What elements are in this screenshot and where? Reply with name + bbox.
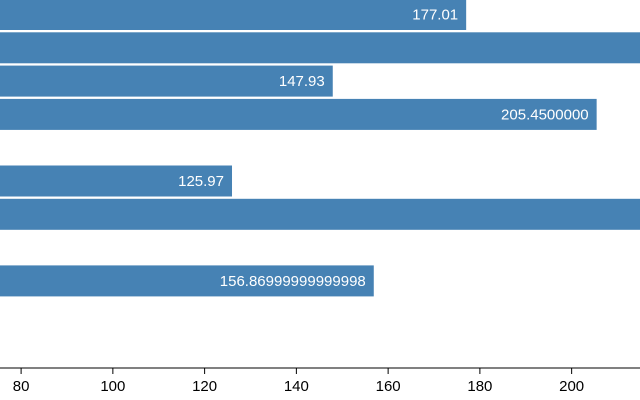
value-label: 205.4500000	[501, 106, 589, 123]
bar	[0, 65, 333, 97]
value-label: 147.93	[279, 73, 325, 90]
x-tick-label: 100	[100, 378, 125, 395]
x-tick-label: 180	[467, 378, 492, 395]
bar	[0, 0, 467, 30]
value-label: 156.86999999999998	[220, 273, 366, 290]
bar	[0, 32, 640, 64]
value-label: 177.01	[412, 6, 458, 23]
x-tick-label: 80	[13, 378, 30, 395]
x-tick-label: 160	[376, 378, 401, 395]
bar	[0, 165, 233, 197]
bar	[0, 98, 597, 130]
value-label: 04	[0, 240, 14, 257]
bar	[0, 265, 374, 297]
x-tick-label: 140	[284, 378, 309, 395]
x-tick-label: 120	[192, 378, 217, 395]
bar	[0, 198, 640, 230]
value-label: 5	[6, 140, 14, 157]
x-tick-label: 200	[559, 378, 584, 395]
value-label: 125.97	[178, 173, 224, 190]
